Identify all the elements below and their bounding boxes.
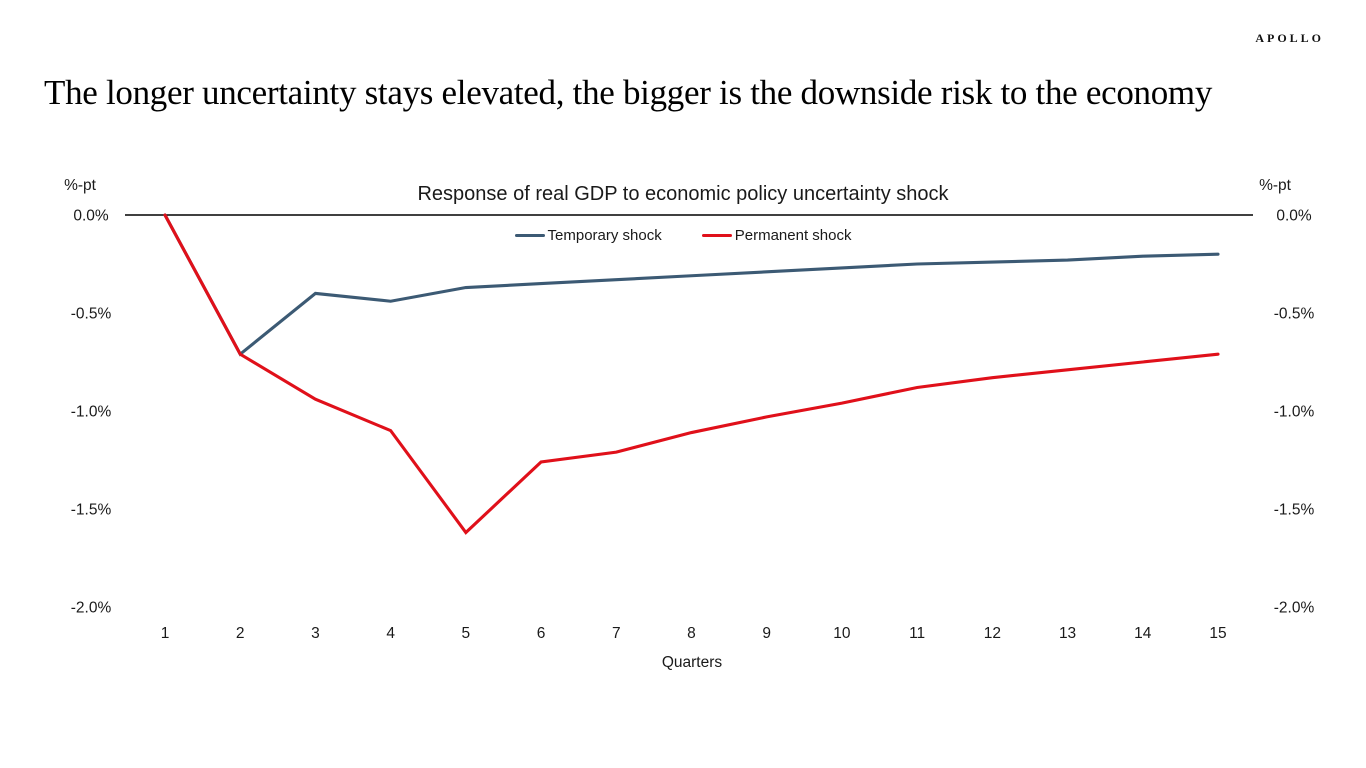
y-axis-unit-left: %-pt: [64, 177, 97, 194]
x-tick-label: 9: [762, 625, 771, 642]
x-tick-label: 5: [462, 625, 471, 642]
legend-label-permanent: Permanent shock: [734, 227, 852, 244]
x-tick-label: 11: [909, 625, 925, 642]
x-tick-label: 15: [1209, 625, 1226, 642]
y-tick-label-left: -0.5%: [71, 306, 112, 323]
y-axis-unit-right: %-pt: [1259, 177, 1292, 194]
series-line-permanent-shock: [163, 213, 1220, 535]
y-tick-label-left: -1.5%: [71, 502, 112, 519]
y-tick-label-right: -1.0%: [1274, 404, 1315, 421]
legend-item-temporary-shock: Temporary shock: [514, 227, 662, 244]
x-tick-label: 1: [161, 625, 170, 642]
x-tick-label: 13: [1059, 625, 1076, 642]
apollo-logo: APOLLO: [1255, 31, 1324, 45]
x-tick-label: 12: [984, 625, 1001, 642]
series-line-temporary-shock: [163, 213, 1220, 357]
x-axis-title: Quarters: [662, 654, 723, 671]
x-tick-label: 8: [687, 625, 696, 642]
y-tick-label-right: -0.5%: [1274, 306, 1315, 323]
legend-line-swatch-temporary: [514, 234, 545, 237]
y-tick-label-left: -1.0%: [71, 404, 112, 421]
x-tick-label: 3: [311, 625, 320, 642]
y-tick-label-left: -2.0%: [71, 600, 112, 617]
x-tick-label: 2: [236, 625, 245, 642]
y-tick-label-right: 0.0%: [1276, 208, 1312, 225]
x-tick-label: 7: [612, 625, 621, 642]
x-tick-label: 14: [1134, 625, 1152, 642]
x-tick-label: 6: [537, 625, 546, 642]
y-tick-label-right: -1.5%: [1274, 502, 1315, 519]
y-tick-label-right: -2.0%: [1274, 600, 1315, 617]
legend-item-permanent-shock: Permanent shock: [701, 227, 852, 244]
legend-label-temporary: Temporary shock: [547, 227, 662, 244]
page-title: The longer uncertainty stays elevated, t…: [44, 73, 1213, 112]
chart-legend: Temporary shock Permanent shock: [0, 227, 1366, 244]
x-tick-label: 4: [386, 625, 395, 642]
y-tick-label-left: 0.0%: [73, 208, 109, 225]
chart-title: Response of real GDP to economic policy …: [417, 183, 949, 205]
legend-line-swatch-permanent: [701, 234, 732, 237]
x-tick-label: 10: [833, 625, 851, 642]
